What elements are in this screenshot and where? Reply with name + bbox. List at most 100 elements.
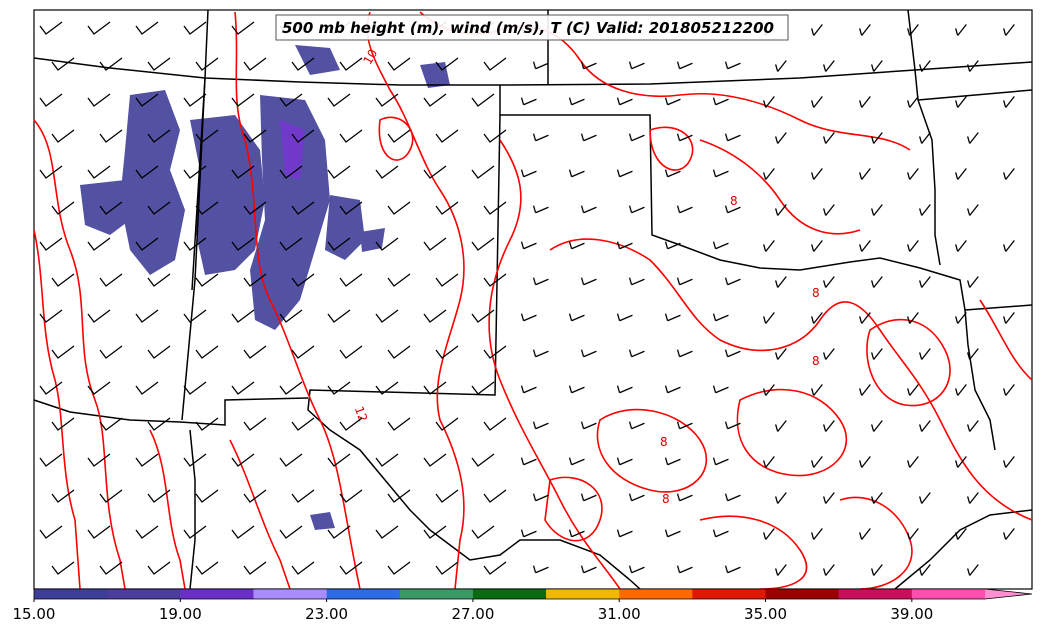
- wind-barb: [919, 132, 931, 144]
- wind-barb: [907, 528, 919, 540]
- contour-label-8-a: 8: [730, 194, 738, 208]
- wind-barb: [183, 237, 207, 251]
- wind-barb: [387, 561, 411, 575]
- wind-barb: [1003, 528, 1015, 540]
- wind-barb: [99, 57, 123, 71]
- wind-barb: [763, 96, 775, 108]
- wind-barb: [195, 273, 219, 287]
- wind-barb: [243, 417, 267, 431]
- contour-label-8-b: 8: [812, 286, 820, 300]
- wind-barb: [231, 309, 255, 323]
- wind-barb: [231, 381, 255, 395]
- wind-barb: [763, 312, 775, 324]
- wind-barb: [763, 528, 775, 540]
- wind-barb: [811, 96, 823, 108]
- wind-barb: [1003, 240, 1015, 252]
- wind-barb: [87, 381, 111, 395]
- wind-barb: [147, 57, 171, 71]
- state-borders: [33, 9, 1033, 590]
- wind-barb: [147, 201, 171, 215]
- wind-barb: [327, 237, 351, 251]
- map-frame: [33, 9, 1033, 590]
- wind-barb: [87, 237, 111, 251]
- wind-barb: [712, 529, 729, 538]
- wind-barb: [580, 349, 597, 358]
- wind-barb: [435, 129, 459, 143]
- wind-barb: [483, 201, 507, 215]
- colorbar-segment: [546, 589, 620, 599]
- wind-barb: [51, 561, 75, 575]
- wind-barb: [871, 276, 883, 288]
- colorbar-tick-label: 31.00: [598, 605, 641, 623]
- wind-barb: [871, 348, 883, 360]
- wind-barb: [147, 417, 171, 431]
- wind-barb: [676, 277, 693, 286]
- wind-barb: [676, 421, 693, 430]
- wind-barb: [775, 420, 787, 432]
- wind-barb: [580, 61, 597, 70]
- wind-barb: [471, 237, 495, 251]
- wind-barb: [907, 96, 919, 108]
- wind-barb: [327, 453, 351, 467]
- contour-labels: 12 8 8 8 8 8 10: [352, 47, 820, 506]
- wind-barb: [99, 417, 123, 431]
- wind-barb: [435, 57, 459, 71]
- wind-barb: [712, 241, 729, 250]
- wind-barb: [231, 93, 255, 107]
- wind-barb: [520, 169, 537, 178]
- colorbar-segment: [326, 589, 401, 599]
- wind-barb: [763, 240, 775, 252]
- wind-barb: [955, 24, 967, 36]
- wind-barb: [375, 381, 399, 395]
- wind-barb: [51, 129, 75, 143]
- colorbar-tick-label: 23.00: [305, 605, 348, 623]
- wind-barb: [279, 165, 303, 179]
- wind-barb: [520, 97, 537, 106]
- wind-barb: [243, 129, 267, 143]
- wind-barb: [387, 57, 411, 71]
- wind-barb: [823, 420, 835, 432]
- wind-barb: [955, 96, 967, 108]
- wind-barb: [811, 528, 823, 540]
- map-title: 500 mb height (m), wind (m/s), T (C) Val…: [282, 19, 774, 37]
- wind-barb: [135, 381, 159, 395]
- wind-barb: [628, 421, 645, 430]
- wind-barb: [664, 169, 681, 178]
- contour-label-8-e: 8: [662, 492, 670, 506]
- wind-barb: [135, 525, 159, 539]
- wind-barb: [676, 205, 693, 214]
- colorbar-tick-label: 39.00: [890, 605, 933, 623]
- wind-barb: [87, 93, 111, 107]
- wind-barb: [423, 381, 447, 395]
- wind-barb: [724, 421, 741, 430]
- wind-barb: [279, 93, 303, 107]
- wind-barb: [135, 165, 159, 179]
- wind-barb: [147, 273, 171, 287]
- wind-barb: [859, 456, 871, 468]
- wind-barb: [231, 453, 255, 467]
- wind-barb: [871, 564, 883, 576]
- wind-barb: [907, 24, 919, 36]
- wind-barb: [664, 385, 681, 394]
- wind-barb: [39, 525, 63, 539]
- wind-barb: [147, 345, 171, 359]
- colorbar-tick-label: 15.00: [13, 605, 56, 623]
- wind-barb: [823, 348, 835, 360]
- wind-barb: [375, 165, 399, 179]
- wind-barb: [231, 237, 255, 251]
- wind-barb: [339, 417, 363, 431]
- wind-barb: [724, 565, 741, 574]
- colorbar-segment: [619, 589, 693, 599]
- wind-barb: [483, 273, 507, 287]
- wind-barb: [775, 276, 787, 288]
- wind-barb: [811, 168, 823, 180]
- wind-barb: [919, 564, 931, 576]
- wind-barb: [919, 204, 931, 216]
- wind-barb: [135, 453, 159, 467]
- wind-barb: [628, 61, 645, 70]
- wind-barb: [135, 21, 159, 35]
- wind-barb: [823, 276, 835, 288]
- wind-barb: [51, 201, 75, 215]
- wind-barb: [51, 57, 75, 71]
